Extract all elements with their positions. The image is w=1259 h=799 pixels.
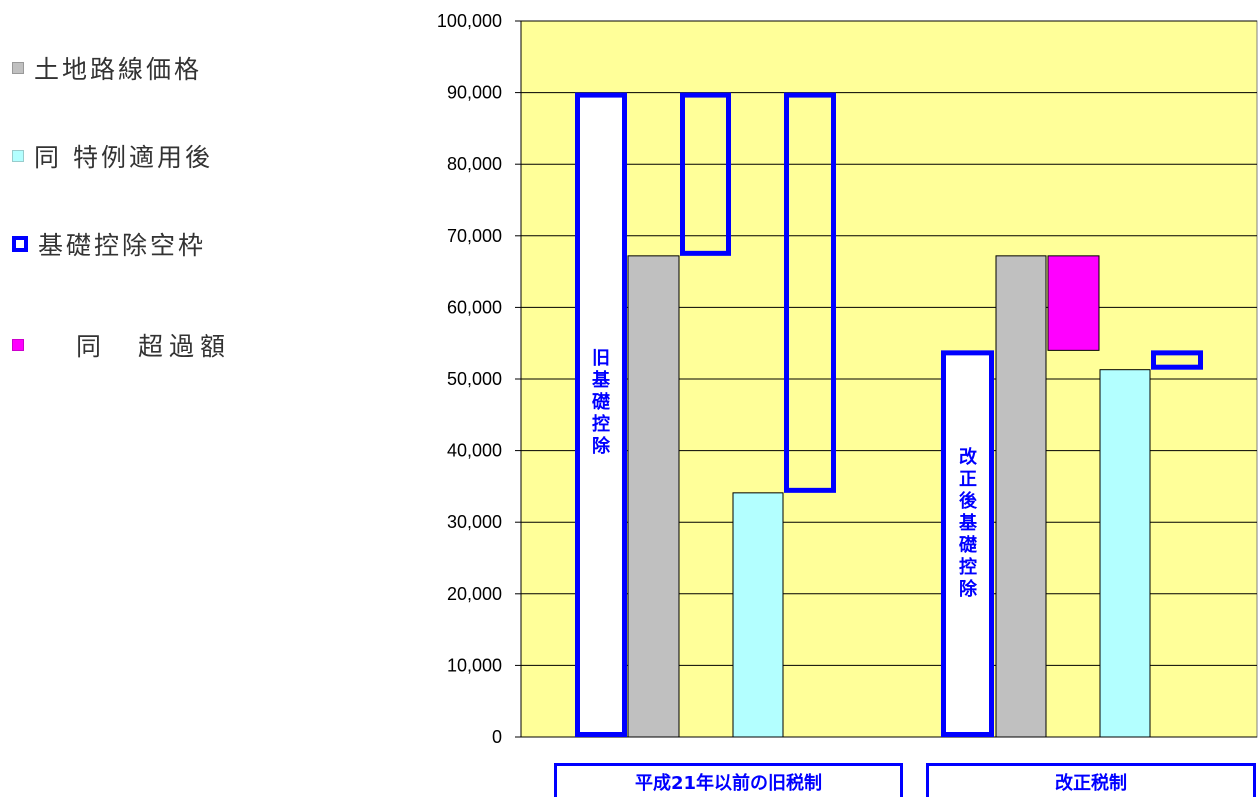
legend-label: 同 超過額 [76, 332, 232, 361]
y-tick-label: 20,000 [447, 584, 502, 604]
bar-label-old-deduction: 旧基礎控除 [592, 348, 610, 457]
legend-item-excess: 同 超過額 [12, 330, 232, 361]
y-tick-label: 80,000 [447, 154, 502, 174]
y-tick-label: 100,000 [437, 11, 502, 31]
legend-swatch-magenta [12, 339, 24, 351]
y-tick-label: 0 [492, 727, 502, 747]
y-tick-label: 30,000 [447, 512, 502, 532]
group-label-old-tax: 平成21年以前の旧税制 [554, 763, 903, 797]
y-tick-label: 90,000 [447, 83, 502, 103]
legend-swatch-cyan [12, 150, 24, 162]
y-tick-label: 50,000 [447, 369, 502, 389]
y-tick-label: 40,000 [447, 441, 502, 461]
bar-label-new-deduction: 改正後基礎控除 [959, 447, 977, 600]
bar-deduction-frame [941, 350, 994, 737]
legend-swatch-gray [12, 62, 24, 74]
legend-label: 土地路線価格 [34, 55, 203, 84]
legend-item-deduction-gap: 基礎控除空枠 [12, 229, 207, 260]
bar-deduction-frame [784, 92, 836, 493]
bar-deduction-frame [1151, 350, 1203, 370]
bar-deduction-frame [680, 92, 731, 256]
y-tick-label: 70,000 [447, 226, 502, 246]
legend-label: 基礎控除空枠 [38, 231, 207, 260]
bar-deduction-frame [575, 92, 627, 738]
bar-filled [995, 255, 1047, 738]
bar-filled [732, 492, 784, 738]
group-label-new-tax: 改正税制 [926, 763, 1256, 797]
legend-label: 同 特例適用後 [34, 143, 213, 172]
legend-item-land-price: 土地路線価格 [12, 53, 203, 84]
bar-filled [627, 255, 680, 738]
legend-swatch-outline [12, 236, 28, 252]
bar-filled [1099, 369, 1151, 738]
legend-item-special-applied: 同 特例適用後 [12, 141, 213, 172]
bar-filled [1047, 255, 1100, 351]
y-tick-label: 60,000 [447, 297, 502, 317]
y-tick-label: 10,000 [447, 655, 502, 675]
